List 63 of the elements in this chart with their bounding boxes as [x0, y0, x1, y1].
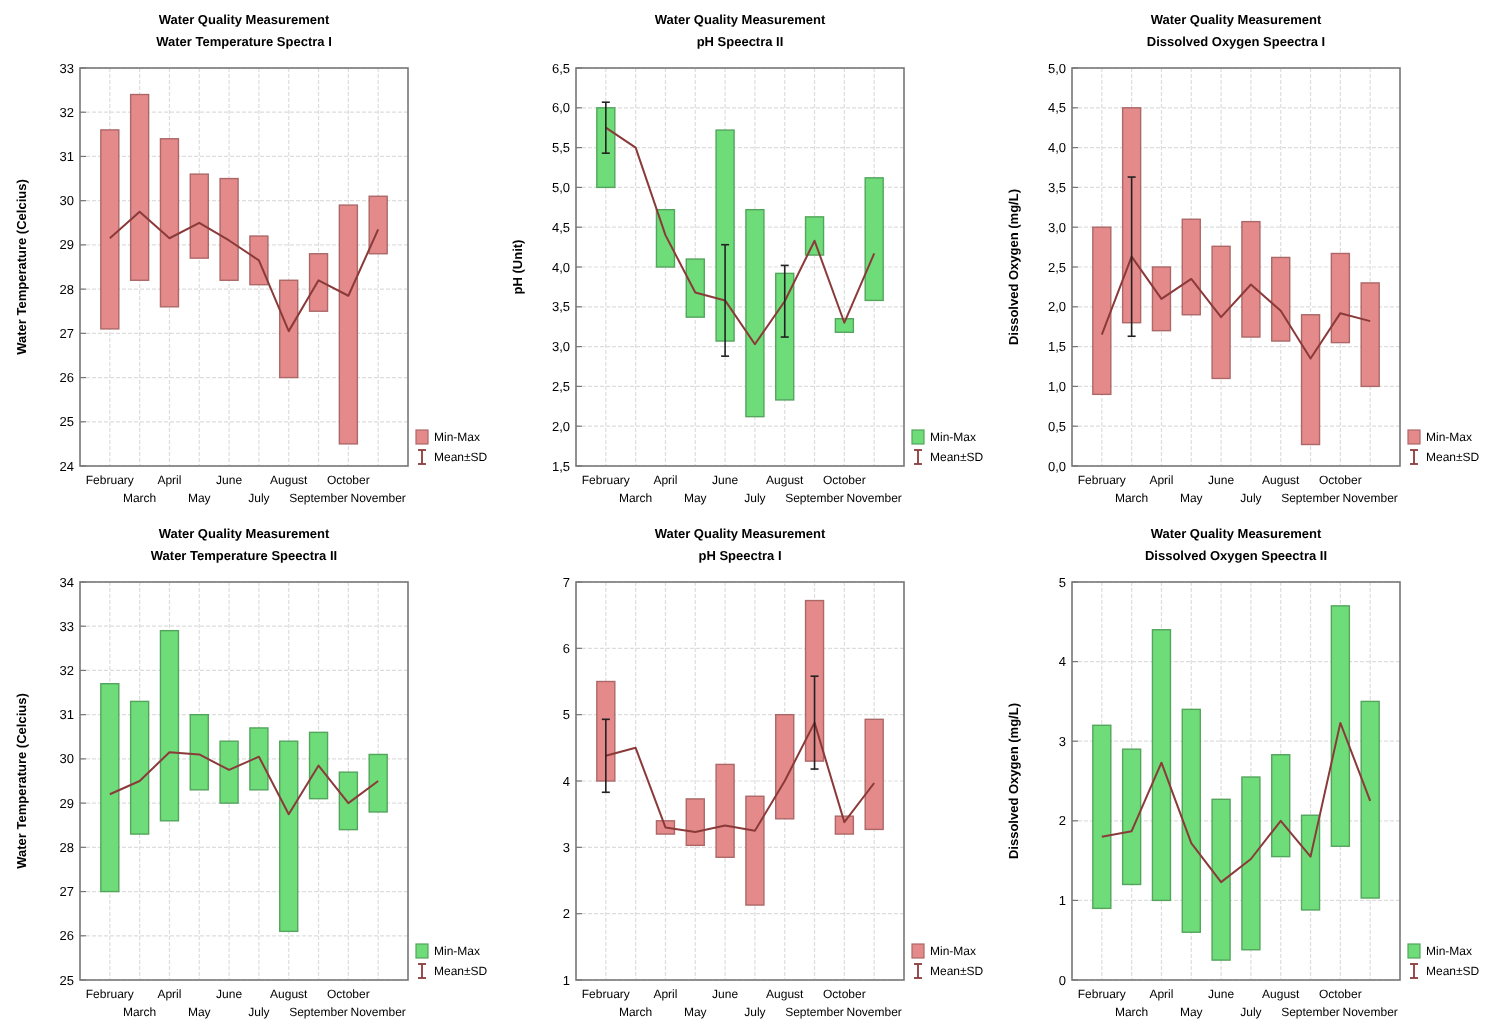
bar	[279, 279, 299, 379]
bar	[1211, 798, 1231, 961]
bar	[1360, 700, 1380, 899]
line-series	[1100, 721, 1372, 884]
bar	[368, 195, 388, 255]
bar	[308, 253, 329, 312]
bar	[338, 204, 359, 445]
bar	[685, 258, 705, 318]
bar	[189, 713, 209, 791]
bar	[100, 129, 120, 330]
bar	[834, 318, 855, 333]
bar	[219, 740, 239, 804]
bar	[775, 272, 795, 401]
bar	[189, 173, 209, 259]
line-series	[604, 126, 876, 346]
bar	[129, 700, 150, 835]
bar	[596, 680, 616, 782]
bar	[1092, 724, 1112, 910]
bar	[249, 235, 269, 286]
bar	[715, 763, 735, 858]
bar	[1300, 314, 1321, 446]
bar	[368, 753, 388, 813]
line-series	[1100, 255, 1372, 360]
bar	[219, 177, 239, 281]
bar	[308, 731, 329, 800]
bar	[864, 718, 884, 831]
bar	[1211, 245, 1231, 380]
bar	[715, 129, 735, 342]
bar	[159, 629, 180, 822]
bar	[1330, 605, 1351, 847]
bar	[775, 713, 795, 820]
bar	[159, 138, 180, 308]
bar	[596, 107, 616, 189]
line-series	[108, 210, 380, 333]
bar	[1271, 754, 1291, 858]
bar	[100, 683, 120, 893]
bar	[745, 208, 765, 418]
bar	[1300, 814, 1321, 911]
bar	[804, 216, 825, 256]
bar	[129, 93, 150, 281]
bar	[1271, 256, 1291, 342]
bar	[249, 727, 269, 791]
bar	[279, 740, 299, 933]
bar	[1121, 748, 1142, 886]
bar	[338, 771, 359, 831]
bar	[1330, 252, 1351, 344]
bar	[1360, 282, 1380, 388]
bar	[834, 815, 855, 835]
bar	[1151, 629, 1172, 902]
line-series	[108, 751, 380, 816]
bar	[655, 208, 676, 268]
bar	[1121, 107, 1142, 324]
bar	[1241, 220, 1261, 338]
bar	[745, 795, 765, 906]
bar	[864, 177, 884, 302]
bar	[1181, 218, 1201, 316]
line-series	[604, 721, 876, 834]
bar	[685, 798, 705, 847]
bar	[804, 599, 825, 762]
bar	[1181, 708, 1201, 933]
bar	[1151, 266, 1172, 332]
bar	[1092, 226, 1112, 396]
bar	[1241, 776, 1261, 951]
